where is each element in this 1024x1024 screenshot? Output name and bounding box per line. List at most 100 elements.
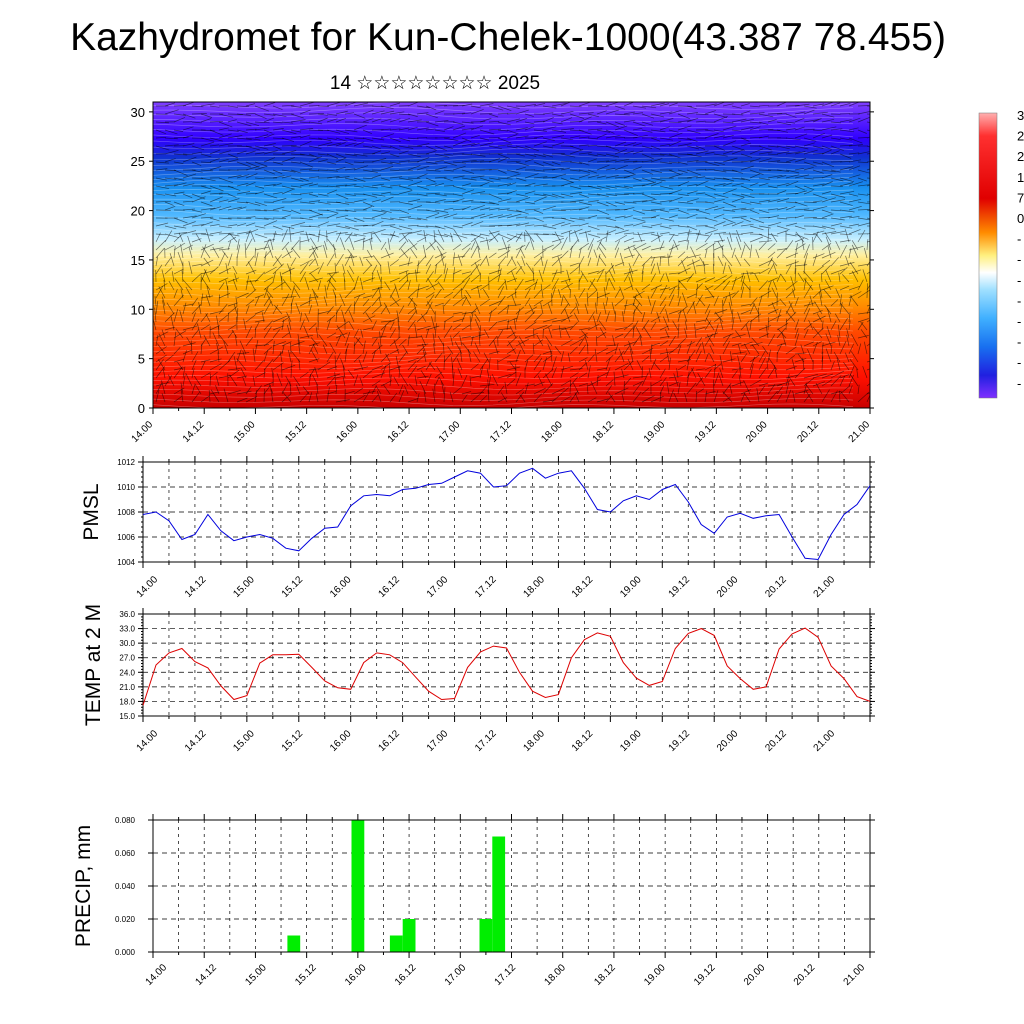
wind-barb (812, 373, 827, 379)
wind-barb (722, 296, 728, 307)
wind-barb (344, 343, 349, 355)
wind-barb (407, 256, 411, 267)
wind-barb (209, 266, 219, 275)
wind-barb (290, 340, 305, 347)
wind-barb (210, 389, 220, 403)
wind-barb (650, 145, 661, 150)
wind-barb (605, 296, 609, 307)
wind-barb (695, 343, 702, 355)
wind-barb (605, 193, 618, 196)
wind-barb (407, 289, 418, 299)
wind-barb (812, 315, 826, 323)
wind-barb (254, 246, 269, 251)
wind-barb (839, 244, 848, 259)
y-tick-label: 0.040 (115, 882, 136, 891)
wind-barb (650, 208, 665, 211)
wind-barb (470, 336, 474, 347)
y-axis-label: TEMP at 2 M (82, 604, 105, 726)
wind-barb (524, 104, 537, 107)
wind-barb (695, 294, 703, 307)
wind-barb (389, 230, 396, 243)
wind-barb (605, 367, 611, 379)
wind-barb (323, 296, 328, 307)
wind-barb (281, 214, 291, 219)
wind-barb (785, 233, 797, 237)
wind-barb (335, 176, 350, 179)
wind-barb (497, 319, 508, 323)
wind-barb (263, 184, 276, 187)
wind-barb (488, 300, 503, 307)
contour-line (153, 291, 854, 299)
wind-barb (245, 173, 258, 179)
wind-barb (821, 161, 835, 168)
wind-barb (776, 121, 791, 126)
wind-barb (443, 207, 454, 211)
wind-barb (866, 184, 870, 187)
wind-barb (434, 209, 449, 213)
wind-barb (866, 360, 870, 363)
wind-barb (684, 392, 688, 403)
wind-barb (632, 391, 642, 403)
wind-barb (803, 109, 815, 115)
wind-barb (839, 233, 852, 236)
wind-barb (605, 145, 620, 151)
wind-barb (641, 145, 653, 149)
wind-barb (272, 254, 282, 267)
wind-barb (200, 141, 215, 147)
wind-barb (227, 135, 243, 139)
wind-barb (344, 193, 357, 197)
wind-barb (497, 286, 505, 299)
wind-barb (848, 320, 851, 331)
wind-barb (362, 327, 373, 331)
contour-line (153, 387, 854, 396)
wind-barb (155, 233, 166, 236)
wind-barb (677, 256, 689, 267)
wind-barb (785, 205, 796, 211)
wind-barb (794, 268, 797, 283)
wind-barb (686, 153, 702, 158)
wind-barb (443, 137, 459, 142)
wind-barb (704, 110, 716, 115)
wind-barb (857, 321, 864, 331)
wind-barb (803, 393, 811, 403)
wind-barb (587, 169, 597, 174)
wind-barb (389, 161, 401, 165)
wind-barb (758, 295, 763, 307)
wind-barb (803, 105, 817, 109)
wind-barb (398, 232, 413, 235)
wind-barb (289, 267, 292, 283)
wind-barb (533, 193, 547, 197)
wind-barb (479, 117, 492, 123)
contour-line (153, 219, 854, 228)
wind-barb (641, 193, 656, 200)
wind-barb (713, 161, 725, 166)
wind-barb (488, 335, 498, 347)
wind-barb (297, 339, 301, 355)
wind-barb (749, 121, 762, 124)
wind-barb (713, 193, 729, 199)
wind-barb (279, 351, 283, 363)
wind-barb (436, 366, 445, 379)
wind-barb (668, 287, 676, 299)
wind-barb (569, 239, 579, 251)
wind-barb (344, 331, 351, 347)
wind-barb (574, 392, 580, 403)
wind-barb (461, 199, 474, 203)
wind-barb (310, 350, 319, 363)
wind-barb (704, 185, 716, 191)
wind-barb (515, 197, 531, 203)
wind-barb (272, 340, 275, 355)
wind-barb (866, 284, 870, 291)
wind-barb (812, 193, 828, 200)
wind-barb (393, 339, 400, 355)
wind-barb (317, 113, 328, 116)
wind-barb (743, 258, 751, 267)
wind-barb (173, 182, 187, 187)
wind-barb (524, 121, 535, 125)
wind-barb (362, 298, 370, 307)
wind-barb (200, 161, 212, 163)
wind-barb (659, 391, 662, 403)
wind-barb (344, 225, 359, 231)
x-tick-label: 15.00 (243, 962, 269, 988)
wind-barb (308, 392, 313, 403)
